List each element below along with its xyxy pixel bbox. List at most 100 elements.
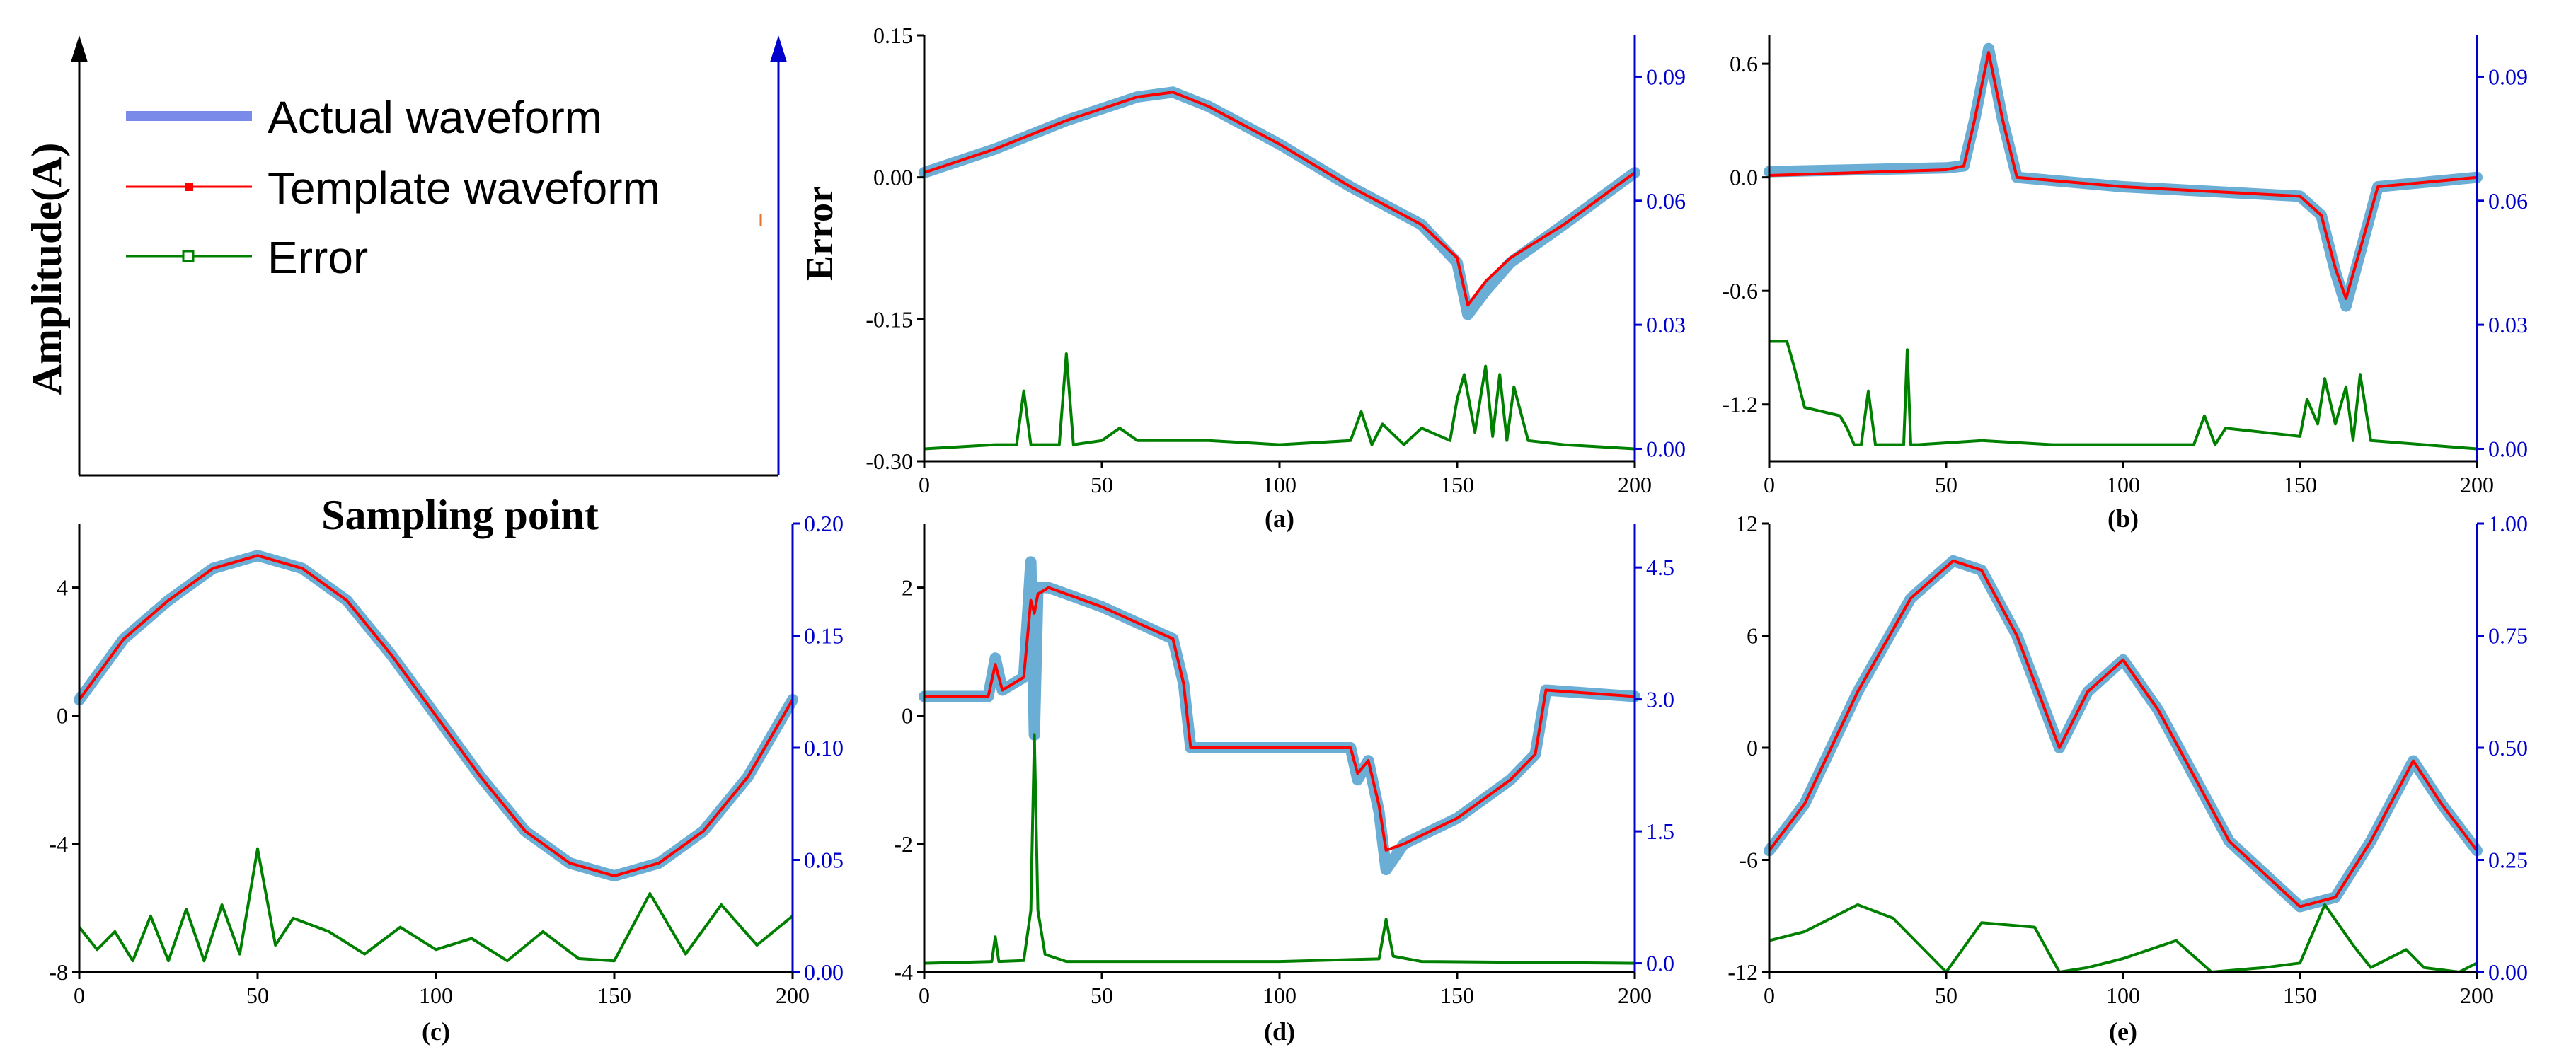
- x-tick-label: 0: [919, 983, 930, 1008]
- y2-tick-label: 0.03: [1646, 312, 1686, 337]
- y2-tick-label: 0.00: [2488, 959, 2528, 985]
- y2-tick-label: 0.15: [804, 623, 844, 649]
- legend-left-arrow: [71, 35, 88, 62]
- error-line-c: [78, 847, 794, 963]
- y2-tick-label: 0.75: [2488, 623, 2528, 649]
- y-tick-label: -8: [49, 959, 68, 985]
- y-axis-label: Amplitude(A): [23, 143, 70, 395]
- legend-template-label: Template waveform: [268, 163, 660, 214]
- y2-tick-label: 0.00: [2488, 436, 2528, 461]
- template-waveform-line-b: [1769, 51, 2478, 300]
- x-tick-label: 100: [1263, 472, 1296, 497]
- y-tick-label: 0.15: [873, 23, 913, 48]
- y2-tick-label: 0.06: [2488, 188, 2528, 214]
- x-tick-label: 50: [1091, 983, 1113, 1008]
- y2-tick-label: 1.5: [1646, 819, 1674, 844]
- panel-d: 0 50 100 150 200 -4 -2 0 2 0.0 1.5 3.0 4.5 (d): [894, 524, 1674, 1046]
- y2-tick-label: 3.0: [1646, 687, 1674, 712]
- x-tick-label: 50: [246, 983, 269, 1008]
- legend-right-arrow: [770, 35, 787, 62]
- y2-tick-label: 0.50: [2488, 735, 2528, 761]
- x-tick-label: 150: [1440, 983, 1474, 1008]
- x-tick-label: 100: [2106, 472, 2140, 497]
- y-tick-label: -1.2: [1722, 392, 1758, 417]
- panel-caption: (e): [2109, 1017, 2137, 1046]
- x-tick-label: 0: [1764, 472, 1775, 497]
- y-tick-label: 2: [902, 575, 913, 601]
- template-waveform-line-c: [78, 554, 794, 878]
- panel-caption: (b): [2108, 504, 2139, 533]
- y-tick-label: 12: [1735, 511, 1758, 536]
- error-line-d: [924, 733, 1635, 965]
- x-tick-label: 0: [919, 472, 930, 497]
- x-tick-label: 100: [1263, 983, 1296, 1008]
- x-tick-label: 200: [2460, 472, 2494, 497]
- y2-tick-label: 0.03: [2488, 312, 2528, 337]
- x-tick-label: 100: [2106, 983, 2140, 1008]
- axes-e: [1768, 524, 2477, 973]
- y-tick-label: -0.6: [1722, 278, 1758, 303]
- y2-tick-label: 0.00: [804, 959, 844, 985]
- actual-waveform-line-e: [1764, 555, 2483, 913]
- x-tick-label: 200: [1618, 983, 1652, 1008]
- x-tick-label: 200: [2460, 983, 2494, 1008]
- panel-caption: (c): [422, 1017, 450, 1046]
- y2-tick-label: 0.10: [804, 735, 844, 761]
- x-tick-label: 50: [1935, 472, 1957, 497]
- panel-a: 0 50 100 150 200 -0.30 -0.15 0.00 0.15 0.00 0.03 0.…: [866, 23, 1686, 533]
- y2-tick-label: 0.09: [2488, 64, 2528, 89]
- chart-panels: 0 50 100 150 200-0.30-0.150.000.150.000.030.…: [49, 23, 2528, 1046]
- y2-tick-label: 1.00: [2488, 511, 2528, 536]
- panel-caption: (d): [1264, 1017, 1295, 1046]
- y-tick-label: -0.30: [866, 449, 913, 474]
- y-tick-label: -2: [894, 831, 913, 857]
- y2-tick-label: 0.05: [804, 848, 844, 873]
- error-line-e: [1769, 903, 2478, 973]
- template-waveform-line-e: [1768, 559, 2478, 908]
- y2-tick-label: 0.0: [1646, 951, 1674, 976]
- x-tick-label: 0: [74, 983, 85, 1008]
- panel-b: 0 50 100 150 200 -1.2 -0.6 0.0 0.6 0.00 0.03 0.06 0.…: [1722, 35, 2528, 533]
- y-tick-label: 0: [902, 703, 913, 729]
- y-tick-label: 6: [1747, 623, 1758, 649]
- x-tick-label: 0: [1764, 983, 1775, 1008]
- legend-template-marker: [185, 183, 193, 191]
- y-tick-label: -4: [894, 959, 913, 985]
- x-tick-label: 150: [597, 983, 631, 1008]
- y-tick-label: 0.0: [1730, 165, 1758, 190]
- x-tick-label: 200: [776, 983, 810, 1008]
- actual-waveform-line-a: [919, 86, 1640, 320]
- y-tick-label: 4: [57, 575, 68, 601]
- y-tick-label: 0: [1747, 735, 1758, 761]
- x-tick-label: 50: [1091, 472, 1113, 497]
- y-tick-label: 0: [57, 703, 68, 729]
- y-tick-label: 0.00: [873, 165, 913, 190]
- y-tick-label: -6: [1739, 848, 1758, 873]
- y2-tick-label: 4.5: [1646, 555, 1674, 580]
- error-axis-label: Error: [798, 186, 841, 281]
- y2-tick-label: 0.06: [1646, 188, 1686, 214]
- legend-panel: Actual waveform Template waveform Error …: [23, 35, 841, 538]
- y-tick-label: -12: [1727, 959, 1758, 985]
- template-waveform-line-d: [924, 586, 1635, 852]
- x-tick-label: 150: [2283, 983, 2317, 1008]
- x-tick-label: 150: [2283, 472, 2317, 497]
- y-tick-label: 0.6: [1730, 51, 1758, 76]
- x-tick-label: 200: [1618, 472, 1652, 497]
- template-waveform-line-a: [924, 91, 1636, 307]
- y2-tick-label: 0.00: [1646, 436, 1686, 461]
- actual-waveform-line-b: [1764, 42, 2483, 312]
- panel-caption: (a): [1265, 504, 1294, 533]
- x-tick-label: 150: [1440, 472, 1474, 497]
- x-tick-label: 100: [419, 983, 453, 1008]
- y-tick-label: -4: [49, 831, 68, 857]
- x-axis-label: Sampling point: [321, 492, 599, 538]
- panel-e: 0 50 100 150 200 -12 -6 0 6 12 0.00 0.25 0.50 0.75 1.0…: [1727, 511, 2528, 1046]
- legend-actual-label: Actual waveform: [268, 92, 602, 143]
- y2-tick-label: 0.09: [1646, 64, 1686, 89]
- legend-error-label: Error: [268, 232, 368, 283]
- axes-b: [1768, 35, 2477, 463]
- legend-error-marker: [182, 250, 195, 262]
- y2-tick-label: 0.25: [2488, 848, 2528, 873]
